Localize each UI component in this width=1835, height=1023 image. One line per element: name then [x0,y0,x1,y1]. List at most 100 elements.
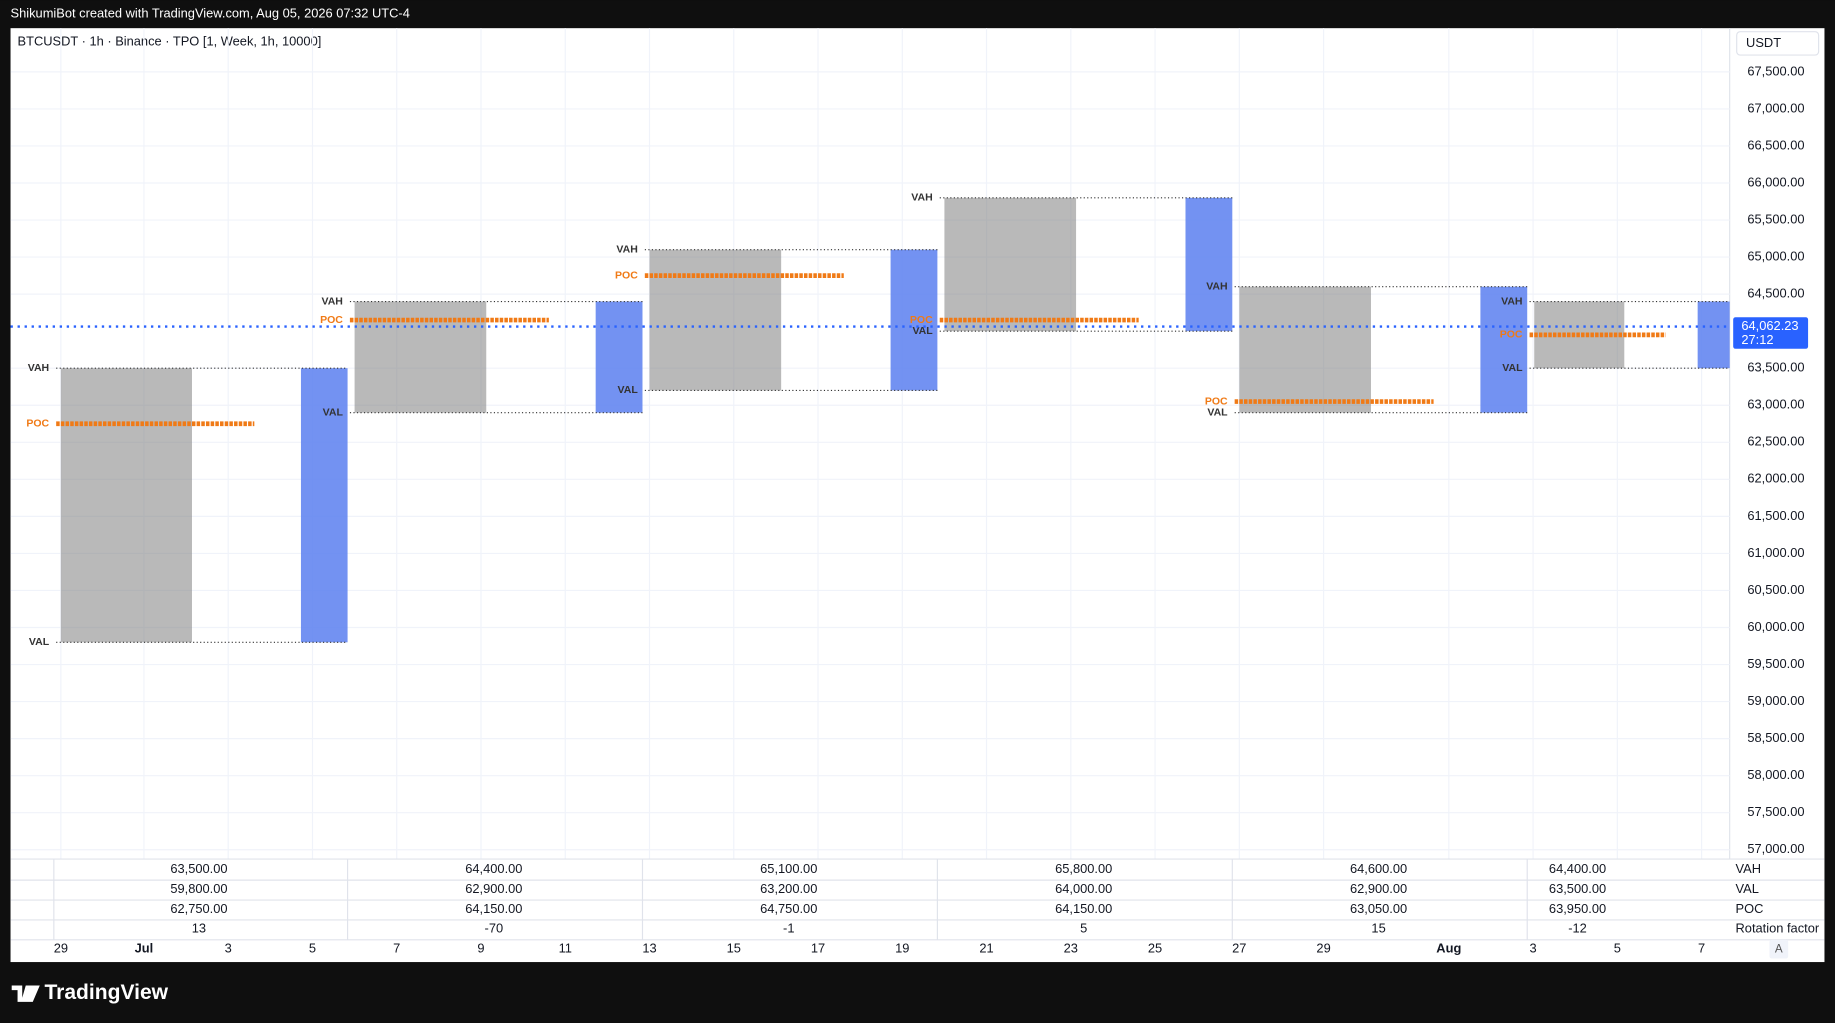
table-val: 59,800.00 [170,881,227,896]
y-tick-label: 59,500.00 [1747,656,1804,671]
y-tick-label: 66,000.00 [1747,174,1804,189]
x-tick-label: 7 [393,941,400,956]
y-tick-label: 59,000.00 [1747,693,1804,708]
table-rotation-factor: 5 [1080,921,1087,936]
y-tick-label: 66,500.00 [1747,137,1804,152]
table-row-label: VAL [1736,881,1759,896]
currency[interactable]: USDT [1746,35,1781,50]
vah-label: VAH [1501,295,1522,307]
table-vah: 63,500.00 [170,861,227,876]
x-tick-label: 25 [1148,941,1162,956]
table-poc: 63,050.00 [1350,901,1407,916]
y-tick-label: 58,500.00 [1747,730,1804,745]
y-tick-label: 60,500.00 [1747,582,1804,597]
x-tick-label: 23 [1064,941,1078,956]
y-tick-label: 63,000.00 [1747,397,1804,412]
vah-label: VAH [616,243,637,255]
value-area [1239,286,1371,413]
table-poc: 64,150.00 [465,901,522,916]
volume-value-area [1185,197,1233,332]
y-tick-label: 60,000.00 [1747,619,1804,634]
brand-name: TradingView [44,981,168,1004]
table-poc: 62,750.00 [170,901,227,916]
logo-icon [11,985,40,1002]
volume-value-area [300,368,348,643]
x-tick-label: 27 [1232,941,1246,956]
table-val: 63,500.00 [1549,881,1606,896]
vah-label: VAH [1206,281,1227,293]
val-label: VAL [912,325,933,337]
y-tick-label: 58,000.00 [1747,767,1804,782]
brand-logo: TradingView [11,981,169,1004]
table-rotation-factor: 13 [192,921,206,936]
last-price-box [1733,317,1809,349]
chart-layer: 29 Jul 3 5 7 9 11 13 15 17 19 21 23 25 27 29 Aug 3 5 7 57,00… [10,28,1825,956]
poc-label: POC [910,314,933,326]
table-val: 64,000.00 [1055,881,1112,896]
table-poc: 63,950.00 [1549,901,1606,916]
x-tick-label: 15 [727,941,741,956]
volume-value-area [1697,301,1730,369]
table-rotation-factor: -1 [783,921,794,936]
y-tick-label: 62,000.00 [1747,471,1804,486]
poc-label: POC [1205,395,1228,407]
val-label: VAL [1207,406,1228,418]
y-tick-label: 62,500.00 [1747,434,1804,449]
vah-label: VAH [911,192,932,204]
val-label: VAL [618,384,639,396]
table-val: 63,200.00 [760,881,817,896]
poc-label: POC [26,418,49,430]
currency-box[interactable] [1736,31,1820,56]
table-rotation-factor: -70 [485,921,504,936]
table-vah: 65,100.00 [760,861,817,876]
x-tick-label: 29 [1316,941,1330,956]
poc-label: POC [615,269,638,281]
table-vah: 64,600.00 [1350,861,1407,876]
y-tick-label: 57,500.00 [1747,804,1804,819]
table-rotation-factor: 15 [1371,921,1385,936]
countdown: 27:12 [1741,332,1773,347]
y-tick-label: 64,500.00 [1747,286,1804,301]
table-row-label: Rotation factor [1736,921,1820,936]
x-tick-label: 7 [1698,941,1705,956]
table-vah: 65,800.00 [1055,861,1112,876]
y-tick-label: 67,500.00 [1747,63,1804,78]
header-text: ShikumiBot created with TradingView.com,… [11,6,410,21]
y-tick-label: 63,500.00 [1747,360,1804,375]
table-val: 62,900.00 [465,881,522,896]
table-rotation-factor: -12 [1568,921,1587,936]
volume-value-area [890,249,938,391]
table-poc: 64,150.00 [1055,901,1112,916]
val-label: VAL [29,636,50,648]
x-tick-label: 5 [309,941,316,956]
table-row-label: POC [1736,901,1764,916]
x-tick-label: 3 [225,941,232,956]
y-tick-label: 57,000.00 [1747,841,1804,856]
poc-label: POC [1500,329,1523,341]
y-tick-label: 61,000.00 [1747,545,1804,560]
table-row-label: VAH [1736,861,1762,876]
table-val: 62,900.00 [1350,881,1407,896]
x-tick-label: 13 [642,941,656,956]
y-tick-label: 61,500.00 [1747,508,1804,523]
x-tick-label: Aug [1436,941,1461,956]
volume-value-area [595,301,643,413]
value-area [944,197,1077,332]
x-tick-label: Jul [135,941,154,956]
table-vah: 64,400.00 [465,861,522,876]
auto-scale-label[interactable]: A [1775,942,1783,955]
vah-label: VAH [321,295,342,307]
x-tick-label: 19 [895,941,909,956]
x-tick-label: 17 [811,941,825,956]
x-tick-label: 9 [477,941,484,956]
val-label: VAL [1502,362,1523,374]
x-tick-label: 21 [979,941,993,956]
y-tick-label: 65,000.00 [1747,248,1804,263]
chart-frame [10,28,1825,963]
auto-scale-button[interactable] [1769,939,1789,959]
value-area [649,249,782,391]
x-tick-label: 29 [54,941,68,956]
value-area [60,368,192,643]
x-tick-label: 3 [1529,941,1536,956]
